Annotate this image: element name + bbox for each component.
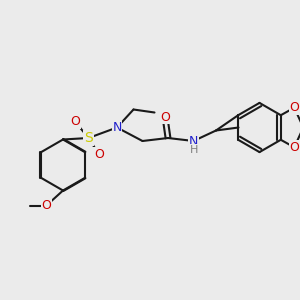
Text: O: O: [290, 101, 299, 114]
Text: N: N: [112, 121, 122, 134]
Text: O: O: [160, 110, 170, 124]
Text: H: H: [190, 145, 198, 155]
Text: O: O: [290, 141, 299, 154]
Text: O: O: [42, 199, 51, 212]
Text: S: S: [84, 131, 93, 145]
Text: N: N: [189, 134, 198, 148]
Text: O: O: [70, 115, 80, 128]
Text: O: O: [94, 148, 104, 161]
